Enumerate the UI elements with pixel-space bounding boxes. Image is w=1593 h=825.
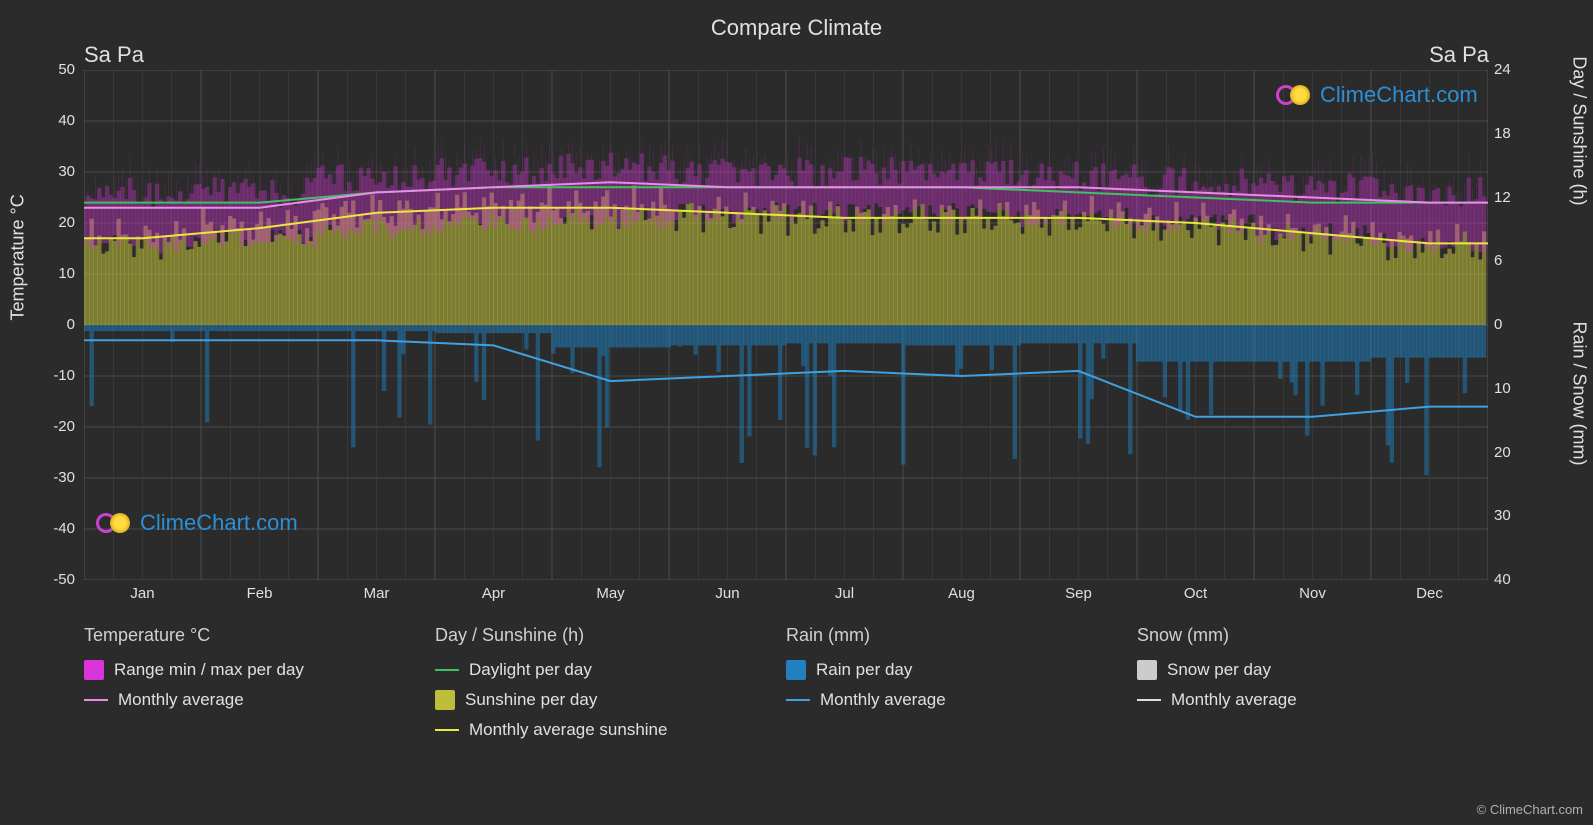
x-tick-month: Aug bbox=[948, 585, 975, 602]
watermark-text: ClimeChart.com bbox=[1320, 82, 1478, 108]
y-tick-left: -40 bbox=[35, 520, 75, 537]
legend-item: Sunshine per day bbox=[435, 690, 786, 710]
legend-swatch bbox=[435, 690, 455, 710]
y-tick-left: 50 bbox=[35, 61, 75, 78]
legend-item: Snow per day bbox=[1137, 660, 1488, 680]
y-axis-right-label-bottom: Rain / Snow (mm) bbox=[1569, 321, 1590, 465]
legend-swatch bbox=[1137, 699, 1161, 701]
legend-swatch bbox=[786, 699, 810, 701]
y-tick-left: -50 bbox=[35, 571, 75, 588]
legend-swatch bbox=[435, 729, 459, 731]
copyright: © ClimeChart.com bbox=[1477, 802, 1583, 817]
watermark-logo-icon bbox=[1276, 83, 1316, 107]
y-tick-right: 12 bbox=[1494, 189, 1511, 206]
y-tick-left: 40 bbox=[35, 112, 75, 129]
legend-col-temp: Temperature °C Range min / max per day Mo… bbox=[84, 625, 435, 750]
legend: Temperature °C Range min / max per day Mo… bbox=[84, 625, 1488, 750]
legend-header: Day / Sunshine (h) bbox=[435, 625, 786, 646]
legend-item: Monthly average bbox=[1137, 690, 1488, 710]
y-tick-right: 18 bbox=[1494, 125, 1511, 142]
plot-area bbox=[84, 70, 1488, 580]
legend-label: Range min / max per day bbox=[114, 660, 304, 680]
plot-svg bbox=[84, 70, 1488, 580]
x-tick-month: Feb bbox=[247, 585, 273, 602]
y-tick-right: 40 bbox=[1494, 571, 1511, 588]
y-tick-left: 20 bbox=[35, 214, 75, 231]
legend-label: Snow per day bbox=[1167, 660, 1271, 680]
x-tick-month: Sep bbox=[1065, 585, 1092, 602]
legend-swatch bbox=[84, 699, 108, 701]
legend-header: Temperature °C bbox=[84, 625, 435, 646]
legend-item: Range min / max per day bbox=[84, 660, 435, 680]
legend-swatch bbox=[435, 669, 459, 671]
x-tick-month: Jul bbox=[835, 585, 854, 602]
x-tick-month: Jan bbox=[130, 585, 154, 602]
y-tick-right: 0 bbox=[1494, 316, 1502, 333]
x-tick-month: Oct bbox=[1184, 585, 1207, 602]
legend-col-rain: Rain (mm) Rain per day Monthly average bbox=[786, 625, 1137, 750]
legend-label: Rain per day bbox=[816, 660, 912, 680]
y-tick-left: 30 bbox=[35, 163, 75, 180]
y-tick-left: 0 bbox=[35, 316, 75, 333]
watermark-top: ClimeChart.com bbox=[1276, 82, 1478, 108]
x-tick-month: Dec bbox=[1416, 585, 1443, 602]
legend-item: Monthly average sunshine bbox=[435, 720, 786, 740]
watermark-logo-icon bbox=[96, 511, 136, 535]
y-axis-right-label-top: Day / Sunshine (h) bbox=[1569, 56, 1590, 205]
x-tick-month: Nov bbox=[1299, 585, 1326, 602]
city-label-left: Sa Pa bbox=[84, 42, 144, 68]
legend-label: Daylight per day bbox=[469, 660, 592, 680]
legend-header: Snow (mm) bbox=[1137, 625, 1488, 646]
y-tick-right: 20 bbox=[1494, 444, 1511, 461]
legend-item: Monthly average bbox=[786, 690, 1137, 710]
legend-col-snow: Snow (mm) Snow per day Monthly average bbox=[1137, 625, 1488, 750]
legend-swatch bbox=[84, 660, 104, 680]
chart-title: Compare Climate bbox=[0, 0, 1593, 41]
y-axis-left-label: Temperature °C bbox=[8, 194, 29, 320]
y-tick-left: -10 bbox=[35, 367, 75, 384]
legend-label: Monthly average bbox=[1171, 690, 1297, 710]
y-tick-right: 6 bbox=[1494, 252, 1502, 269]
legend-item: Daylight per day bbox=[435, 660, 786, 680]
x-tick-month: Jun bbox=[715, 585, 739, 602]
y-tick-right: 10 bbox=[1494, 380, 1511, 397]
legend-col-day: Day / Sunshine (h) Daylight per day Sunsh… bbox=[435, 625, 786, 750]
legend-item: Monthly average bbox=[84, 690, 435, 710]
y-tick-left: -30 bbox=[35, 469, 75, 486]
legend-swatch bbox=[786, 660, 806, 680]
y-tick-right: 24 bbox=[1494, 61, 1511, 78]
legend-label: Sunshine per day bbox=[465, 690, 597, 710]
legend-label: Monthly average sunshine bbox=[469, 720, 667, 740]
legend-header: Rain (mm) bbox=[786, 625, 1137, 646]
y-tick-right: 30 bbox=[1494, 507, 1511, 524]
climate-chart: Compare Climate Sa Pa Sa Pa Temperature … bbox=[0, 0, 1593, 825]
y-tick-left: -20 bbox=[35, 418, 75, 435]
legend-label: Monthly average bbox=[820, 690, 946, 710]
legend-label: Monthly average bbox=[118, 690, 244, 710]
x-tick-month: May bbox=[596, 585, 624, 602]
watermark-bottom: ClimeChart.com bbox=[96, 510, 298, 536]
legend-item: Rain per day bbox=[786, 660, 1137, 680]
x-tick-month: Apr bbox=[482, 585, 505, 602]
x-tick-month: Mar bbox=[364, 585, 390, 602]
watermark-text: ClimeChart.com bbox=[140, 510, 298, 536]
y-tick-left: 10 bbox=[35, 265, 75, 282]
city-label-right: Sa Pa bbox=[1429, 42, 1489, 68]
legend-swatch bbox=[1137, 660, 1157, 680]
